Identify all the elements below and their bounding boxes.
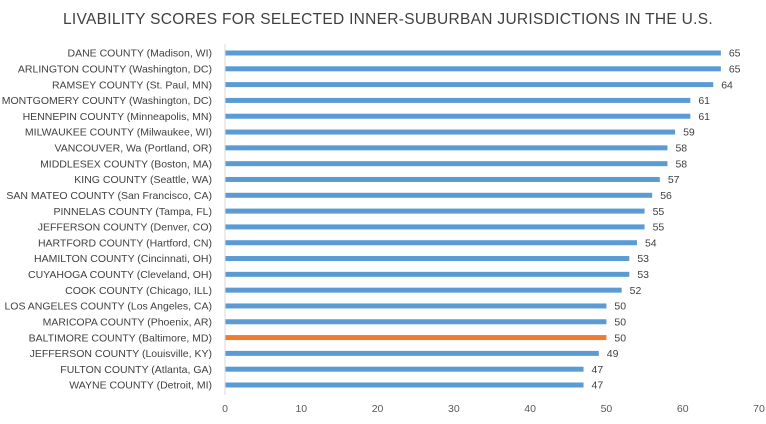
category-label: FULTON COUNTY (Atlanta, GA) [60,364,212,376]
data-label: 52 [630,285,642,297]
category-label: COOK COUNTY (Chicago, ILL) [65,285,212,297]
x-tick-label: 40 [524,403,536,415]
category-label: MARICOPA COUNTY (Phoenix, AR) [43,316,212,328]
category-label: KING COUNTY (Seattle, WA) [74,174,212,186]
data-label: 49 [607,348,619,360]
x-tick-label: 70 [753,403,765,415]
chart-title: LIVABILITY SCORES FOR SELECTED INNER-SUB… [63,11,713,28]
bar [225,66,721,72]
bar [225,350,599,356]
x-tick-label: 30 [448,403,460,415]
bar [225,50,721,56]
data-label: 65 [729,64,741,76]
data-label: 58 [675,143,687,155]
category-label: VANCOUVER, Wa (Portland, OR) [54,143,212,155]
category-label: WAYNE COUNTY (Detroit, MI) [69,380,212,392]
category-label: JEFFERSON COUNTY (Denver, CO) [38,222,212,234]
category-label: SAN MATEO COUNTY (San Francisco, CA) [6,190,212,202]
category-label: DANE COUNTY (Madison, WI) [68,48,213,60]
bar [225,319,607,325]
bar [225,145,668,151]
x-tick-label: 60 [677,403,689,415]
bar [225,382,584,388]
category-label: HENNEPIN COUNTY (Minneapolis, MN) [23,111,212,123]
bar [225,303,607,309]
data-label: 50 [614,332,626,344]
x-tick-label: 0 [222,403,228,415]
data-label: 64 [721,79,733,91]
category-label: HAMILTON COUNTY (Cincinnati, OH) [34,253,212,265]
data-label: 55 [653,206,665,218]
category-label: BALTIMORE COUNTY (Baltimore, MD) [29,332,212,344]
x-tick-label: 50 [601,403,613,415]
data-label: 50 [614,301,626,313]
category-label: HARTFORD COUNTY (Hartford, CN) [38,237,212,249]
category-labels: DANE COUNTY (Madison, WI) ARLINGTON COUNT… [2,48,212,392]
category-label: JEFFERSON COUNTY (Louisville, KY) [30,348,212,360]
data-label: 50 [614,316,626,328]
data-label: 53 [637,253,649,265]
bar [225,192,653,198]
bar [225,129,676,135]
category-label: LOS ANGELES COUNTY (Los Angeles, CA) [4,301,212,313]
category-label: MILWAUKEE COUNTY (Milwaukee, WI) [25,127,212,139]
bar [225,366,584,372]
bar [225,176,660,182]
bar [225,240,637,246]
data-label: 65 [729,48,741,60]
data-label: 47 [592,364,604,376]
data-label: 54 [645,237,657,249]
data-labels: 6565646161595858575655555453535250505049… [592,48,741,392]
data-label: 47 [592,380,604,392]
data-label: 55 [653,222,665,234]
category-label: CUYAHOGA COUNTY (Cleveland, OH) [28,269,212,281]
bars-group [225,50,721,388]
data-label: 53 [637,269,649,281]
category-label: MIDDLESEX COUNTY (Boston, MA) [40,158,212,170]
data-label: 57 [668,174,680,186]
bar [225,256,630,262]
bar [225,97,691,103]
category-label: PINNELAS COUNTY (Tampa, FL) [53,206,212,218]
bar [225,82,714,88]
data-label: 59 [683,127,695,139]
x-tick-label: 20 [372,403,384,415]
data-label: 58 [675,158,687,170]
data-label: 61 [698,95,710,107]
data-label: 56 [660,190,672,202]
bar [225,224,645,230]
category-label: MONTGOMERY COUNTY (Washington, DC) [2,95,212,107]
bar [225,287,622,293]
bar [225,335,607,341]
x-axis-ticks: 0 10 20 30 40 50 60 70 [222,403,765,415]
bar [225,161,668,167]
category-label: ARLINGTON COUNTY (Washington, DC) [18,64,212,76]
bar [225,271,630,277]
x-tick-label: 10 [295,403,307,415]
bar [225,113,691,119]
category-label: RAMSEY COUNTY (St. Paul, MN) [52,79,212,91]
data-label: 61 [698,111,710,123]
bar [225,208,645,214]
